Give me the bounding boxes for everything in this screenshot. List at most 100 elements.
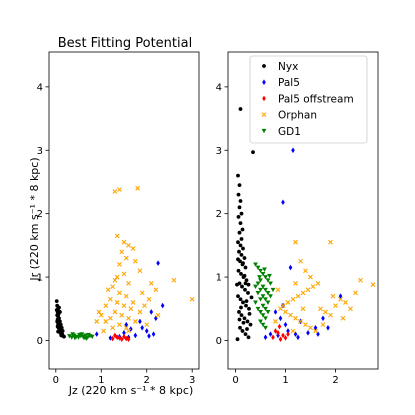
- point-gd1: [263, 297, 268, 302]
- point-gd1: [82, 333, 88, 338]
- point-nyx: [242, 273, 247, 278]
- x-tick-label: 1: [98, 375, 104, 386]
- x-tick-label: 2: [332, 375, 338, 386]
- point-orphan: [128, 306, 134, 312]
- point-orphan: [103, 303, 109, 308]
- point-nyx: [237, 249, 241, 254]
- point-gd1: [263, 316, 268, 321]
- point-nyx: [236, 173, 240, 178]
- point-orphan: [107, 315, 113, 321]
- point-gd1: [263, 325, 268, 331]
- point-orphan: [308, 325, 313, 331]
- point-nyx: [55, 319, 60, 324]
- point-pal5: [154, 315, 158, 322]
- point-orphan: [101, 328, 106, 334]
- point-orphan: [298, 258, 303, 264]
- point-pal5: [313, 324, 318, 331]
- point-nyx: [240, 284, 244, 289]
- point-orphan: [278, 306, 283, 312]
- point-orphan: [300, 290, 306, 296]
- point-orphan: [330, 293, 336, 299]
- legend-marker-pal5-offstream: [262, 95, 266, 102]
- point-nyx: [236, 214, 241, 219]
- point-orphan: [144, 322, 150, 328]
- x-tick-label: 2: [144, 375, 150, 386]
- point-orphan: [98, 312, 104, 318]
- point-orphan: [123, 255, 129, 261]
- point-pal5: [124, 321, 129, 328]
- point-pal5: [129, 326, 133, 332]
- point-gd1: [79, 332, 85, 337]
- point-nyx: [237, 310, 241, 314]
- point-orphan: [123, 325, 129, 331]
- point-pal5: [160, 302, 165, 309]
- point-orphan: [310, 284, 316, 289]
- point-nyx: [238, 221, 243, 226]
- legend-label: Nyx: [278, 61, 298, 73]
- y-tick-label: 0: [37, 336, 43, 347]
- point-nyx: [249, 295, 254, 300]
- point-orphan: [295, 293, 301, 299]
- point-nyx: [54, 308, 59, 312]
- point-nyx: [236, 268, 241, 273]
- point-orphan: [298, 319, 303, 324]
- point-pal5-offstream: [271, 334, 275, 341]
- point-pal5-offstream: [122, 333, 126, 340]
- point-pal5: [144, 328, 149, 334]
- point-nyx: [56, 329, 60, 334]
- point-orphan: [305, 287, 311, 293]
- series-pal5-offstream: [110, 332, 131, 343]
- point-pal5-offstream: [276, 330, 280, 336]
- point-pal5: [263, 334, 268, 341]
- point-gd1: [260, 303, 266, 308]
- plot-area: [54, 185, 195, 343]
- plot-area: [235, 107, 376, 343]
- point-pal5: [291, 147, 295, 154]
- legend-marker-nyx: [262, 64, 266, 68]
- point-gd1: [268, 294, 273, 299]
- point-gd1: [253, 300, 258, 305]
- point-nyx: [251, 150, 255, 155]
- point-nyx: [243, 332, 248, 337]
- y-tick-label: 2: [37, 209, 43, 220]
- point-orphan: [135, 185, 141, 191]
- point-nyx: [239, 237, 244, 241]
- x-tick-label: 0: [232, 375, 238, 386]
- point-nyx: [247, 311, 252, 316]
- point-orphan: [155, 312, 161, 318]
- point-gd1: [255, 265, 261, 270]
- point-nyx: [244, 303, 248, 308]
- point-nyx: [241, 320, 246, 325]
- axes-frame: [227, 51, 379, 370]
- point-nyx: [236, 294, 240, 298]
- legend: Nyx Pal5 Pal5 offstream Orphan GD1: [249, 55, 368, 144]
- point-pal5: [326, 324, 330, 331]
- point-orphan: [119, 249, 125, 255]
- point-pal5: [316, 331, 320, 337]
- point-gd1: [263, 287, 268, 293]
- point-orphan: [112, 277, 118, 283]
- legend-marker-orphan: [261, 112, 267, 117]
- y-tick-label: 4: [216, 82, 222, 93]
- point-pal5-offstream: [273, 328, 278, 334]
- point-orphan: [114, 274, 120, 280]
- point-orphan: [348, 306, 353, 312]
- point-pal5: [283, 321, 288, 328]
- point-gd1: [262, 267, 267, 272]
- point-pal5-offstream: [286, 331, 290, 337]
- point-orphan: [112, 189, 118, 194]
- point-nyx: [57, 305, 61, 310]
- point-orphan: [328, 312, 333, 318]
- point-gd1: [86, 332, 91, 338]
- point-nyx: [243, 265, 248, 270]
- point-gd1: [258, 268, 263, 274]
- point-orphan: [171, 277, 177, 283]
- point-pal5: [286, 328, 290, 334]
- point-pal5: [140, 324, 144, 331]
- point-gd1: [260, 322, 266, 328]
- series-gd1: [67, 332, 95, 341]
- point-nyx: [236, 257, 240, 262]
- legend-entry-pal5-offstream: Pal5 offstream: [262, 93, 354, 105]
- point-gd1: [265, 291, 271, 296]
- point-orphan: [105, 287, 111, 293]
